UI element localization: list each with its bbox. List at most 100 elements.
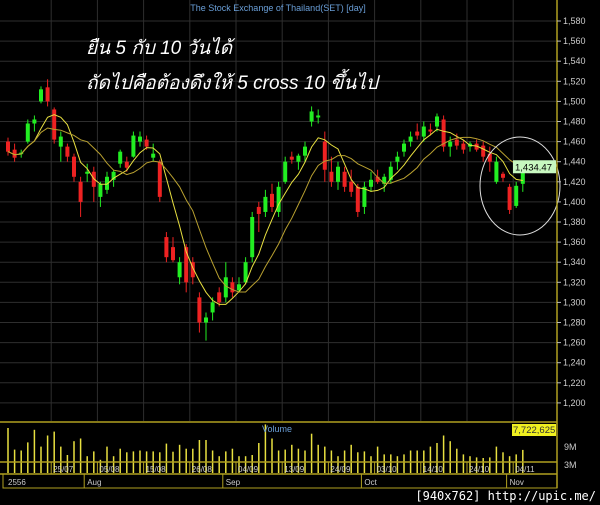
candle [237,277,241,293]
candle [514,181,519,208]
month-label: Oct [364,478,377,487]
candle [507,183,512,214]
candle-body [520,167,525,184]
last-price-box [513,160,556,174]
candle [428,123,433,136]
price-tick-label: 1,500 [563,96,586,106]
candle [6,137,10,156]
price-tick-label: 1,300 [563,297,586,307]
price-tick-label: 1,460 [563,137,586,147]
candle-body [402,143,406,152]
candle-body [342,171,347,187]
candle-body [118,151,123,164]
candle-body [98,183,103,197]
date-tick-label: 04/09 [238,465,259,474]
candle [65,143,70,162]
candle-body [52,109,57,140]
candle [204,312,208,341]
candle [171,237,175,263]
candle-body [131,135,136,157]
price-tick-label: 1,360 [563,237,586,247]
candle-body [369,179,373,187]
candle-body [289,156,294,160]
candle [395,151,400,170]
month-label: 2556 [8,478,26,487]
candle [415,123,420,140]
candle-body [58,136,63,147]
candle [230,277,235,298]
month-label: Sep [226,478,241,487]
candle [355,183,360,217]
candle [388,161,393,184]
candle-body [487,153,492,162]
candle-body [157,161,162,197]
candle-body [349,181,354,192]
price-tick-label: 1,440 [563,157,586,167]
candle [217,287,222,307]
candle [408,131,413,147]
candle-body [276,186,281,212]
candle-body [190,262,195,278]
candle [336,161,340,190]
candle [263,189,268,217]
candle-body [25,123,30,142]
candle-body [316,115,321,118]
candle-body [39,89,43,102]
price-tick-label: 1,400 [563,197,586,207]
candle [72,153,76,182]
candle [32,115,37,132]
candle [296,153,301,170]
candle-body [336,166,340,182]
candle [501,171,505,182]
candle-body [382,176,387,184]
candle-body [283,161,288,182]
month-strip [2,473,558,489]
date-tick-label: 15/08 [146,465,167,474]
candle-body [230,282,235,293]
candle [177,257,182,285]
price-tick-label: 1,420 [563,177,586,187]
volume-label: Volume [262,424,293,434]
candle-body [474,143,479,150]
candle-body [454,139,459,146]
candle [105,171,109,194]
candle-body [124,161,129,168]
price-tick-label: 1,340 [563,257,586,267]
candle [25,119,30,144]
candle [461,139,466,154]
candle [91,166,96,202]
month-label: Aug [87,478,101,487]
candle-body [375,176,380,182]
candle-body [362,186,367,207]
candle [494,156,499,184]
candle [342,166,347,192]
candle-body [177,262,182,278]
candle-body [435,116,439,127]
candle-body [144,139,149,147]
candle-body [415,131,420,136]
candle-body [421,126,426,137]
price-tick-label: 1,320 [563,277,586,287]
candle-body [210,302,215,313]
candle [98,181,103,207]
candle [138,131,142,147]
candle [481,141,486,162]
candle-body [507,186,512,210]
candle-body [388,166,393,180]
price-tick-label: 1,520 [563,76,586,86]
candle [369,171,373,192]
annotation-line-1: ยืน 5 กับ 10 วันได้ [86,38,233,59]
candle [243,257,248,285]
candle [289,151,294,164]
candle [487,146,492,172]
candle-body [303,146,307,156]
candle [309,106,314,127]
date-tick-label: 13/09 [284,465,305,474]
date-tick-label: 25/07 [53,465,74,474]
candle-body [105,176,109,190]
candle [45,79,50,107]
candle [468,141,472,152]
candle [85,163,90,182]
candle [270,183,274,212]
